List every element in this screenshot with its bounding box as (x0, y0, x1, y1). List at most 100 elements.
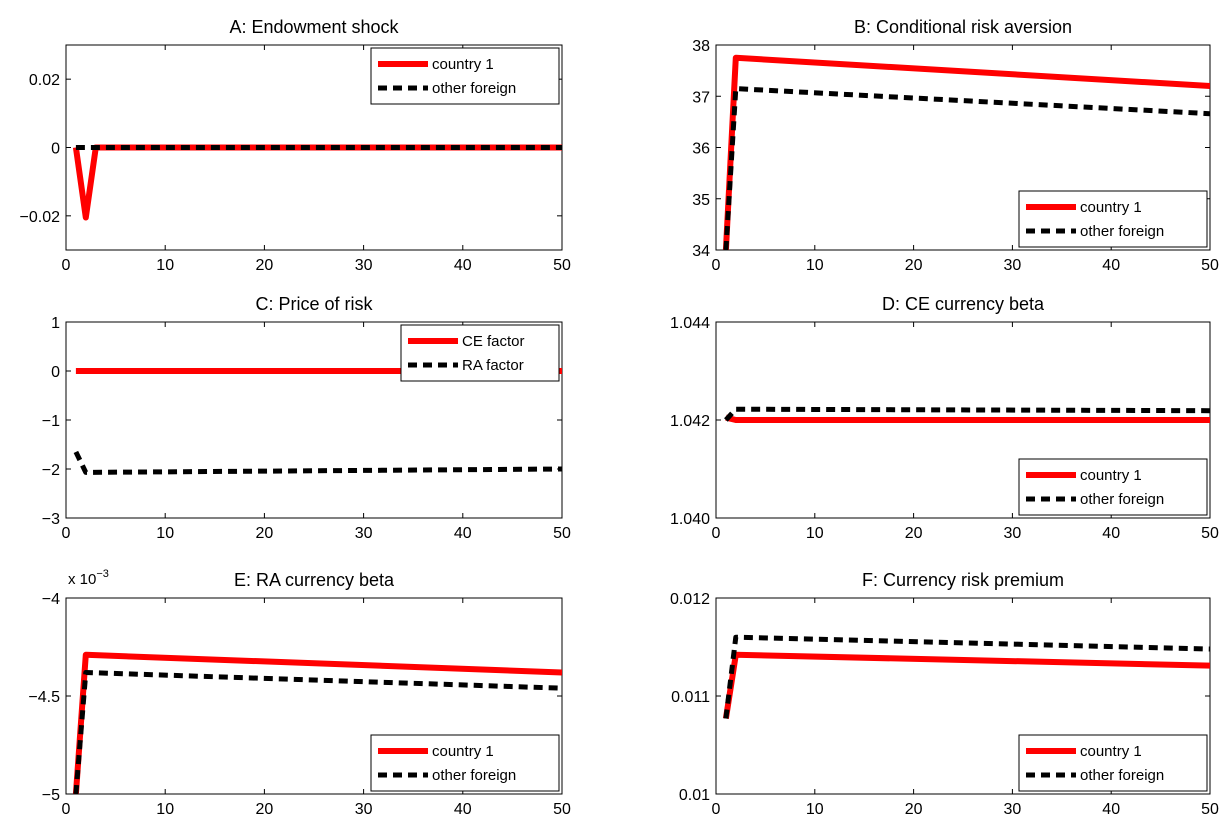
legend-label: other foreign (1080, 491, 1164, 508)
y-tick-label: 0.012 (670, 591, 710, 608)
panel-title: F: Currency risk premium (862, 570, 1064, 590)
y-tick-label: −4 (42, 591, 60, 608)
y-tick-label: −4.5 (28, 689, 60, 706)
x-tick-label: 30 (355, 525, 373, 542)
legend-label: other foreign (1080, 223, 1164, 240)
x-tick-label: 0 (712, 525, 721, 542)
x-tick-label: 50 (553, 801, 571, 818)
legend-label: country 1 (1080, 743, 1142, 760)
legend-box (1018, 458, 1208, 516)
y-tick-label: 0 (51, 364, 60, 381)
series-line-1 (725, 414, 1210, 423)
series-group (72, 651, 562, 794)
series-group (72, 144, 562, 221)
x-tick-label: 40 (1102, 801, 1120, 818)
series-group (722, 54, 1210, 250)
legend-box (1018, 190, 1208, 248)
y-tick-label: −0.02 (20, 209, 61, 226)
series-line-2 (723, 86, 1210, 250)
y-tick-label: 35 (692, 192, 710, 209)
x-tick-label: 50 (1201, 257, 1219, 274)
x-tick-label: 20 (256, 525, 274, 542)
legend-box (370, 47, 560, 105)
y-tick-label: 34 (692, 243, 710, 260)
x-tick-label: 40 (1102, 525, 1120, 542)
x-tick-label: 50 (553, 525, 571, 542)
y-tick-label: 36 (692, 141, 710, 158)
series-line-1 (72, 144, 562, 221)
x-tick-label: 30 (1004, 257, 1022, 274)
x-tick-label: 0 (62, 257, 71, 274)
x-tick-label: 10 (156, 525, 174, 542)
x-tick-label: 30 (1004, 801, 1022, 818)
y-tick-label: 37 (692, 89, 710, 106)
legend-label: country 1 (1080, 467, 1142, 484)
x-tick-label: 10 (156, 801, 174, 818)
y-tick-label: 0.01 (679, 787, 710, 804)
series-line-2 (724, 406, 1210, 422)
legend-label: country 1 (432, 56, 494, 73)
x-tick-label: 0 (62, 525, 71, 542)
x-tick-label: 0 (712, 801, 721, 818)
x-tick-label: 40 (454, 525, 472, 542)
x-tick-label: 20 (905, 525, 923, 542)
y-tick-label: 1.044 (670, 315, 710, 332)
legend-label: other foreign (1080, 767, 1164, 784)
x-tick-label: 50 (1201, 801, 1219, 818)
x-tick-label: 50 (553, 257, 571, 274)
legend-label: other foreign (432, 767, 516, 784)
legend-box (1018, 734, 1208, 792)
y-tick-label: −2 (42, 462, 60, 479)
y-exponent-label: x 10−3 (68, 568, 109, 588)
x-tick-label: 10 (156, 257, 174, 274)
panel-B: B: Conditional risk aversion 0 10 20 30 40 50 3… (692, 17, 1219, 274)
legend-box (370, 734, 560, 792)
x-tick-label: 40 (454, 257, 472, 274)
x-tick-label: 30 (355, 257, 373, 274)
panel-E: E: RA currency beta 0 10 20 30 40 50 −5 −4.5 −4 x … (28, 568, 571, 818)
series-group (724, 406, 1210, 423)
x-tick-label: 40 (1102, 257, 1120, 274)
panel-D: D: CE currency beta 0 10 20 30 40 50 1.040 1.042… (670, 294, 1219, 542)
series-group (73, 368, 562, 475)
y-tick-label: 1.042 (670, 413, 710, 430)
legend-label: RA factor (462, 357, 524, 374)
x-tick-label: 20 (905, 257, 923, 274)
x-tick-label: 20 (256, 257, 274, 274)
y-tick-label: −3 (42, 511, 60, 528)
series-group (722, 634, 1210, 719)
x-tick-label: 0 (62, 801, 71, 818)
y-tick-label: −5 (42, 787, 60, 804)
panel-C: C: Price of risk 0 10 20 30 40 50 −3 −2 −1 0 1 CE fa… (42, 294, 571, 542)
y-tick-label: 1 (51, 315, 60, 332)
y-tick-label: −1 (42, 413, 60, 430)
series-line-2 (73, 670, 562, 794)
legend-label: other foreign (432, 80, 516, 97)
y-tick-label: 1.040 (670, 511, 710, 528)
legend-label: country 1 (432, 743, 494, 760)
legend: CE factor RA factor (400, 324, 560, 382)
panel-title: B: Conditional risk aversion (854, 17, 1072, 37)
y-tick-label: 0.02 (29, 72, 60, 89)
panel-title: D: CE currency beta (882, 294, 1045, 314)
x-tick-label: 30 (355, 801, 373, 818)
x-tick-label: 0 (712, 257, 721, 274)
legend: country 1 other foreign (370, 47, 560, 105)
panel-F: F: Currency risk premium 0 10 20 30 40 50 0.01 0… (670, 570, 1219, 818)
legend: country 1 other foreign (1018, 190, 1208, 248)
y-tick-label: 0 (51, 141, 60, 158)
x-tick-label: 10 (806, 257, 824, 274)
legend: country 1 other foreign (370, 734, 560, 792)
panel-title: C: Price of risk (255, 294, 373, 314)
x-tick-label: 10 (806, 525, 824, 542)
legend-label: country 1 (1080, 199, 1142, 216)
legend: country 1 other foreign (1018, 458, 1208, 516)
series-line-1 (722, 651, 1210, 719)
x-tick-label: 20 (905, 801, 923, 818)
x-tick-label: 50 (1201, 525, 1219, 542)
series-line-2 (73, 450, 562, 475)
legend-box (400, 324, 560, 382)
x-tick-label: 20 (256, 801, 274, 818)
panel-A: A: Endowment shock 0 10 20 30 40 50 −0.02 0 0.02 c… (20, 17, 571, 274)
